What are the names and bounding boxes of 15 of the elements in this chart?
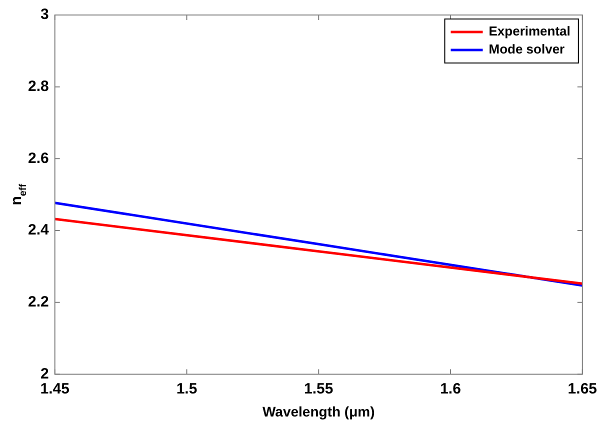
x-tick-label: 1.65 bbox=[568, 380, 598, 398]
legend-label: Mode solver bbox=[488, 42, 565, 57]
y-axis-title: neff bbox=[8, 183, 29, 206]
y-tick-label: 3 bbox=[40, 6, 49, 24]
y-tick-label: 2.2 bbox=[28, 294, 49, 310]
legend-label: Experimental bbox=[488, 24, 570, 39]
x-tick-label: 1.45 bbox=[40, 380, 70, 398]
x-tick-label: 1.55 bbox=[304, 380, 334, 398]
y-tick-label: 2 bbox=[40, 365, 49, 382]
x-tick-label: 1.6 bbox=[440, 380, 461, 398]
y-tick-label: 2.6 bbox=[28, 150, 49, 167]
x-axis-title: Wavelength (μm) bbox=[262, 403, 375, 420]
y-tick-label: 2.4 bbox=[28, 222, 50, 239]
y-tick-label: 2.8 bbox=[28, 78, 49, 95]
x-tick-label: 1.5 bbox=[176, 380, 198, 398]
